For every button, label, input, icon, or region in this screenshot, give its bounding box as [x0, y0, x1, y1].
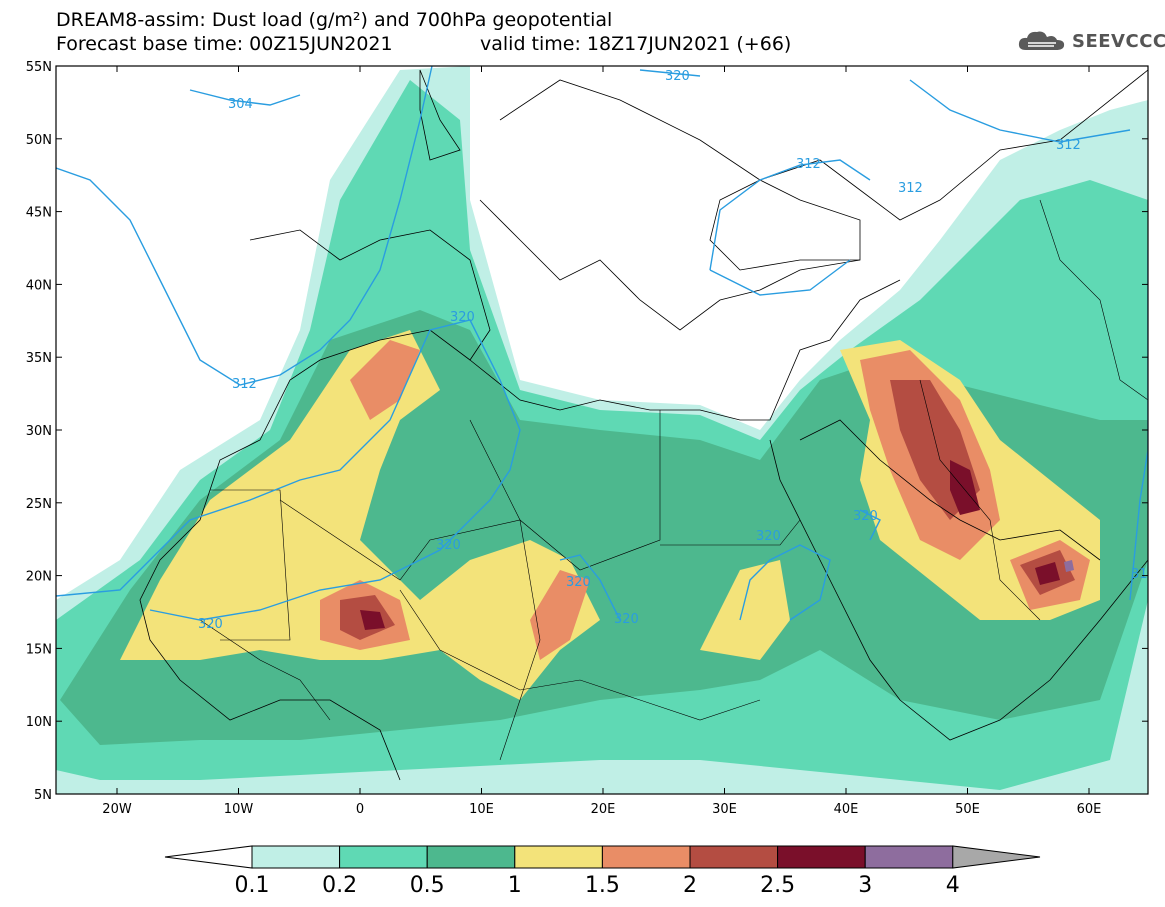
colorbar-label: 0.5: [410, 873, 445, 898]
lon-label: 60E: [1077, 802, 1102, 817]
colorbar-over-arrow: [952, 845, 1041, 869]
contour-label: 320: [853, 509, 878, 524]
dust-level-2.5c: [1035, 562, 1060, 585]
lat-label: 25N: [26, 497, 52, 512]
dust-level-1.5c: [530, 570, 590, 660]
contour-label: 312: [1056, 138, 1081, 153]
geopotential-contours: [56, 66, 1148, 621]
contour-label: 320: [566, 575, 591, 590]
lon-label: 40E: [834, 802, 859, 817]
dust-level-1.5: [350, 340, 420, 420]
lat-label: 20N: [26, 570, 52, 585]
lat-label: 40N: [26, 278, 52, 293]
lon-label: 30E: [712, 802, 737, 817]
latitude-axis: 55N 50N 45N 40N 35N 30N 25N 20N 15N 10N 5N: [26, 60, 1148, 803]
dust-field: [56, 66, 1148, 794]
lon-label: 20E: [591, 802, 616, 817]
lon-label: 10E: [469, 802, 494, 817]
lat-label: 30N: [26, 424, 52, 439]
colorbar-segment: [514, 845, 603, 869]
colorbar-segment: [251, 845, 341, 869]
colorbar-under-arrow: [164, 845, 253, 869]
colorbar-label: 0.1: [235, 873, 270, 898]
chart-title: DREAM8-assim: Dust load (g/m²) and 700hP…: [56, 9, 613, 31]
colorbar-label: 2: [683, 873, 697, 898]
forecast-base-time: Forecast base time: 00Z15JUN2021: [56, 33, 393, 55]
contour-label: 320: [614, 612, 639, 627]
lon-label: 50E: [955, 802, 980, 817]
contour-labels: 304 320 312 312 312 320 320 320 320 320 …: [198, 69, 1148, 632]
colorbar-label: 2.5: [760, 873, 795, 898]
dust-level-1: [120, 330, 600, 700]
colorbar-segment: [777, 845, 866, 869]
contour-label: 320: [436, 538, 461, 553]
dust-level-2.5b: [360, 610, 385, 630]
colorbar-label: 4: [946, 873, 960, 898]
contour-label: 312: [232, 377, 257, 392]
colorbar-label: 1.5: [585, 873, 620, 898]
valid-time: valid time: 18Z17JUN2021 (+66): [480, 33, 792, 55]
contour-label: 304: [228, 97, 253, 112]
lat-label: 15N: [26, 642, 52, 657]
logo-text: SEEVCCC: [1072, 30, 1165, 52]
lon-label: 10W: [224, 802, 254, 817]
contour-label: 31: [1131, 567, 1148, 582]
lat-label: 45N: [26, 206, 52, 221]
cloud-icon: [1018, 31, 1065, 50]
colorbar-segment: [689, 845, 779, 869]
contour-label: 312: [898, 181, 923, 196]
lat-label: 50N: [26, 133, 52, 148]
lat-label: 55N: [26, 60, 52, 75]
colorbar-label: 3: [858, 873, 872, 898]
colorbar-segment: [339, 845, 428, 869]
contour-label: 320: [756, 529, 781, 544]
contour-label: 312: [796, 157, 821, 172]
contour-label: 320: [450, 310, 475, 325]
longitude-axis: 20W 10W 0 10E 20E 30E 40E 50E 60E: [102, 66, 1101, 817]
dust-level-2.5: [950, 460, 980, 515]
colorbar-segment: [601, 845, 691, 869]
lat-label: 5N: [34, 788, 52, 803]
lat-label: 35N: [26, 351, 52, 366]
country-borders: [199, 199, 1148, 761]
contour-label: 320: [198, 617, 223, 632]
dust-level-1b: [700, 560, 790, 660]
colorbar-segment: [864, 845, 954, 869]
contour-label: 320: [665, 69, 690, 84]
lon-label: 0: [356, 802, 364, 817]
lon-label: 20W: [102, 802, 132, 817]
lat-label: 10N: [26, 715, 52, 730]
colorbar-segment: [426, 845, 516, 869]
colorbar-label: 1: [508, 873, 522, 898]
colorbar: 0.1 0.2 0.5 1 1.5 2 2.5 3 4: [164, 845, 1041, 898]
seevccc-logo: SEEVCCC: [1016, 28, 1165, 54]
colorbar-label: 0.2: [322, 873, 357, 898]
dust-level-4: [1064, 560, 1074, 572]
